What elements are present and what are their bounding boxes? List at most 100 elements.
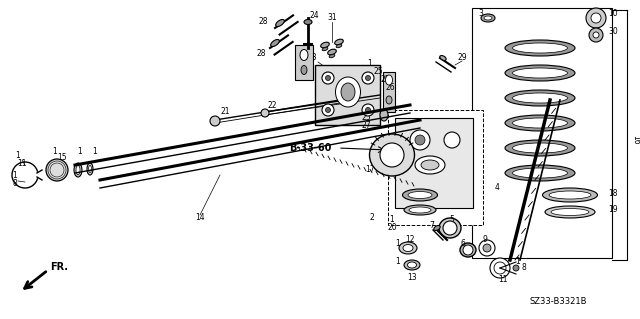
- Ellipse shape: [271, 40, 279, 47]
- Circle shape: [210, 116, 220, 126]
- Text: B-33-60: B-33-60: [289, 143, 331, 153]
- Text: 1: 1: [93, 147, 97, 157]
- Ellipse shape: [335, 39, 343, 45]
- Circle shape: [365, 108, 371, 113]
- Text: 26: 26: [385, 84, 395, 93]
- Ellipse shape: [385, 75, 392, 85]
- Text: 18: 18: [608, 189, 618, 197]
- Ellipse shape: [276, 19, 284, 26]
- Text: 3: 3: [479, 10, 483, 19]
- Ellipse shape: [76, 166, 80, 174]
- Ellipse shape: [440, 56, 446, 61]
- Text: 13: 13: [407, 273, 417, 283]
- Circle shape: [410, 130, 430, 150]
- Text: 14: 14: [195, 213, 205, 222]
- Text: SZ33-B3321B: SZ33-B3321B: [529, 298, 587, 307]
- Ellipse shape: [409, 207, 431, 213]
- Ellipse shape: [369, 134, 415, 176]
- Ellipse shape: [322, 47, 328, 51]
- Text: 1: 1: [367, 60, 372, 69]
- Text: 4: 4: [495, 182, 499, 191]
- Circle shape: [48, 161, 66, 179]
- Ellipse shape: [336, 44, 342, 48]
- Circle shape: [479, 240, 495, 256]
- Circle shape: [362, 72, 374, 84]
- Text: 5: 5: [449, 216, 454, 225]
- Text: 25: 25: [361, 114, 371, 122]
- Circle shape: [483, 244, 491, 252]
- Bar: [295, 45, 313, 80]
- Text: 1: 1: [516, 257, 520, 266]
- Circle shape: [593, 32, 599, 38]
- Text: FR.: FR.: [50, 262, 68, 272]
- Text: 27: 27: [361, 122, 371, 130]
- Text: 6: 6: [461, 239, 465, 248]
- Ellipse shape: [505, 140, 575, 156]
- Circle shape: [591, 13, 601, 23]
- Ellipse shape: [513, 43, 568, 53]
- Text: 10: 10: [608, 10, 618, 19]
- Ellipse shape: [551, 209, 589, 216]
- Bar: [395, 118, 473, 208]
- Text: 22: 22: [268, 100, 276, 109]
- Text: 23: 23: [307, 54, 317, 63]
- Ellipse shape: [87, 163, 93, 175]
- Ellipse shape: [513, 93, 568, 103]
- Text: 1: 1: [13, 170, 17, 180]
- Ellipse shape: [513, 143, 568, 153]
- Text: 28: 28: [259, 18, 268, 26]
- Ellipse shape: [399, 242, 417, 254]
- Circle shape: [380, 143, 404, 167]
- Ellipse shape: [335, 77, 360, 107]
- Text: 7: 7: [429, 220, 435, 229]
- Ellipse shape: [513, 168, 568, 178]
- Text: 9: 9: [483, 235, 488, 244]
- Circle shape: [261, 109, 269, 117]
- Text: 1: 1: [396, 257, 401, 266]
- Text: 29: 29: [457, 54, 467, 63]
- Ellipse shape: [505, 165, 575, 181]
- Bar: [388, 110, 483, 225]
- Text: 17: 17: [365, 166, 375, 174]
- Text: 20: 20: [387, 224, 397, 233]
- Text: 25: 25: [373, 68, 383, 77]
- Text: 16: 16: [632, 135, 640, 145]
- Ellipse shape: [421, 160, 439, 170]
- Ellipse shape: [505, 115, 575, 131]
- Ellipse shape: [415, 156, 445, 174]
- Text: 1: 1: [396, 239, 401, 248]
- Text: 15: 15: [57, 153, 67, 162]
- Circle shape: [494, 262, 506, 274]
- Ellipse shape: [505, 40, 575, 56]
- Text: 2: 2: [369, 213, 374, 222]
- Circle shape: [490, 258, 510, 278]
- Ellipse shape: [329, 54, 335, 58]
- Circle shape: [322, 72, 334, 84]
- Text: 1: 1: [390, 216, 394, 225]
- Text: 12: 12: [405, 235, 415, 244]
- Ellipse shape: [481, 14, 495, 22]
- Ellipse shape: [513, 118, 568, 128]
- Text: 8: 8: [522, 263, 526, 272]
- Ellipse shape: [408, 262, 417, 268]
- Ellipse shape: [505, 65, 575, 81]
- Text: 1: 1: [77, 147, 83, 157]
- Circle shape: [326, 76, 330, 80]
- Text: 24: 24: [309, 11, 319, 20]
- Ellipse shape: [404, 205, 436, 215]
- Ellipse shape: [328, 49, 336, 55]
- Ellipse shape: [403, 189, 438, 201]
- Ellipse shape: [513, 68, 568, 78]
- Ellipse shape: [74, 163, 82, 177]
- Ellipse shape: [304, 19, 312, 25]
- Text: 31: 31: [327, 13, 337, 23]
- Circle shape: [326, 108, 330, 113]
- Bar: [472, 8, 612, 258]
- Circle shape: [589, 28, 603, 42]
- Ellipse shape: [545, 206, 595, 218]
- Circle shape: [362, 104, 374, 116]
- Ellipse shape: [321, 42, 330, 48]
- Ellipse shape: [404, 260, 420, 270]
- Text: 11: 11: [17, 159, 27, 167]
- Ellipse shape: [408, 191, 432, 198]
